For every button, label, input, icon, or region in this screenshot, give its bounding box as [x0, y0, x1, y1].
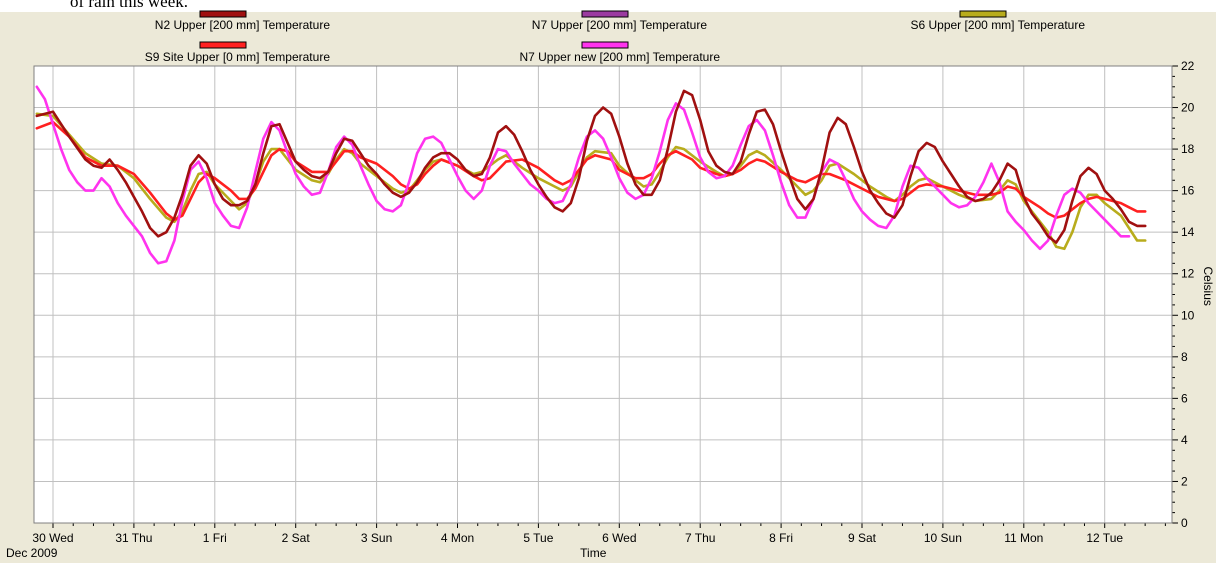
series-line	[35, 85, 1131, 265]
y-tick-label: 4	[1181, 433, 1188, 447]
legend-label: N7 Upper new [200 mm] Temperature	[519, 50, 720, 64]
legend-label: N2 Upper [200 mm] Temperature	[155, 18, 331, 32]
x-tick-label: 8 Fri	[769, 531, 793, 545]
x-tick-label: 31 Thu	[115, 531, 152, 545]
x-tick-label: 1 Fri	[203, 531, 227, 545]
y-tick-label: 22	[1181, 59, 1195, 73]
y-tick-label: 20	[1181, 101, 1195, 115]
legend-swatch	[199, 10, 247, 18]
x-tick-label: 30 Wed	[32, 531, 73, 545]
x-tick-label: 9 Sat	[848, 531, 877, 545]
plot-border	[33, 65, 1173, 524]
x-secondary-label: Dec 2009	[6, 546, 58, 560]
x-tick-label: 11 Mon	[1004, 531, 1043, 545]
y-tick-label: 6	[1181, 391, 1188, 405]
x-axis-title: Time	[580, 546, 607, 560]
x-tick-label: 6 Wed	[602, 531, 636, 545]
legend-label: S6 Upper [200 mm] Temperature	[910, 18, 1085, 32]
series-line	[35, 89, 1147, 244]
y-tick-label: 0	[1181, 516, 1188, 530]
y-tick-label: 14	[1181, 225, 1195, 239]
legend-label: N7 Upper [200 mm] Temperature	[532, 18, 708, 32]
y-tick-label: 12	[1181, 267, 1195, 281]
y-axis-title: Celsius	[1201, 267, 1215, 306]
x-tick-label: 7 Thu	[685, 531, 715, 545]
legend-swatch	[581, 41, 629, 49]
legend-swatch	[199, 41, 247, 49]
y-tick-label: 8	[1181, 350, 1188, 364]
x-tick-label: 3 Sun	[361, 531, 392, 545]
x-tick-label: 2 Sat	[282, 531, 311, 545]
x-tick-label: 4 Mon	[441, 531, 474, 545]
y-tick-label: 10	[1181, 308, 1195, 322]
cropped-caption-text: of rain this week.	[70, 0, 189, 11]
x-tick-label: 5 Tue	[523, 531, 553, 545]
x-tick-label: 12 Tue	[1086, 531, 1123, 545]
y-tick-label: 2	[1181, 474, 1188, 488]
x-tick-label: 10 Sun	[924, 531, 962, 545]
y-tick-label: 18	[1181, 142, 1195, 156]
y-tick-label: 16	[1181, 184, 1195, 198]
legend-swatch	[959, 10, 1007, 18]
top-white-strip	[0, 0, 1216, 12]
legend-label: S9 Site Upper [0 mm] Temperature	[145, 50, 331, 64]
legend-swatch	[581, 10, 629, 18]
plot-area	[34, 66, 1172, 523]
